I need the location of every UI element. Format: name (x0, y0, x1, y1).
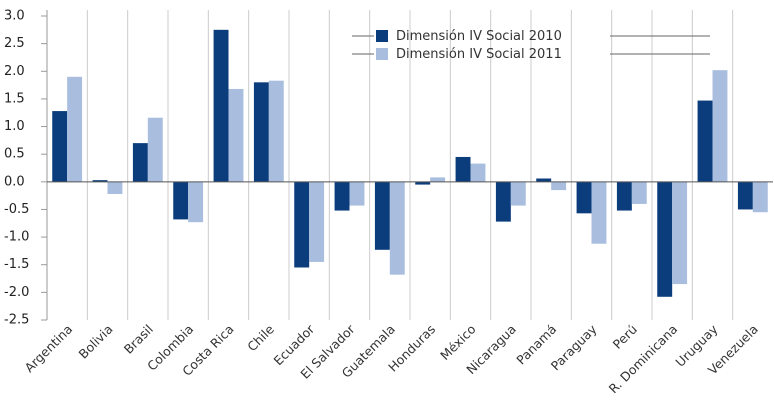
bar (349, 181, 365, 206)
y-tick-label: 1.0 (4, 119, 25, 134)
bar (712, 70, 728, 182)
y-tick-label: 0.0 (4, 174, 25, 189)
y-tick-label: 0.5 (4, 147, 25, 162)
y-tick-label: -0.5 (4, 202, 29, 217)
bar (253, 82, 269, 182)
legend-swatch (376, 30, 388, 42)
bar (147, 117, 163, 182)
x-tick-label: Argentina (22, 322, 76, 376)
y-tick-label: 2.0 (4, 64, 25, 79)
y-tick-label: 1.5 (4, 91, 25, 106)
bar (213, 29, 229, 182)
bar (551, 181, 567, 191)
legend-swatch (376, 48, 388, 60)
bar (672, 181, 688, 285)
bar (430, 177, 446, 182)
y-tick-label: -2.5 (4, 313, 29, 328)
bar (510, 181, 526, 206)
legend-label: Dimensión IV Social 2011 (396, 47, 562, 62)
bar (107, 181, 123, 194)
y-tick-label: -1.5 (4, 257, 29, 272)
x-tick-label: Perú (610, 322, 640, 352)
bar (616, 181, 632, 211)
bar (631, 181, 647, 204)
y-tick-label: 3.0 (4, 9, 25, 24)
bar (576, 181, 592, 214)
x-tick-label: Brasil (121, 322, 156, 357)
bar (470, 163, 486, 182)
bar (52, 111, 68, 182)
y-tick-label: -2.0 (4, 285, 29, 300)
bar (697, 100, 713, 182)
bar (132, 143, 148, 182)
bar (495, 181, 511, 222)
bar (737, 181, 753, 210)
bar (591, 181, 607, 244)
bar (536, 178, 552, 182)
bar (268, 80, 284, 182)
bar (92, 180, 108, 182)
y-tick-label: 2.5 (4, 36, 25, 51)
bar (389, 181, 405, 275)
y-tick-label: -1.0 (4, 230, 29, 245)
bar (309, 181, 325, 262)
legend-label: Dimensión IV Social 2010 (396, 29, 562, 44)
x-tick-label: Bolivia (76, 322, 116, 362)
bar (188, 181, 204, 223)
bar (415, 181, 431, 185)
bar (657, 181, 673, 297)
bar (294, 181, 310, 268)
bar (455, 156, 471, 182)
x-tick-label: Chile (244, 321, 277, 354)
bar (67, 76, 83, 182)
bar (228, 88, 244, 182)
bar (752, 181, 768, 213)
bar (173, 181, 189, 220)
bar (334, 181, 350, 211)
bar (374, 181, 390, 250)
